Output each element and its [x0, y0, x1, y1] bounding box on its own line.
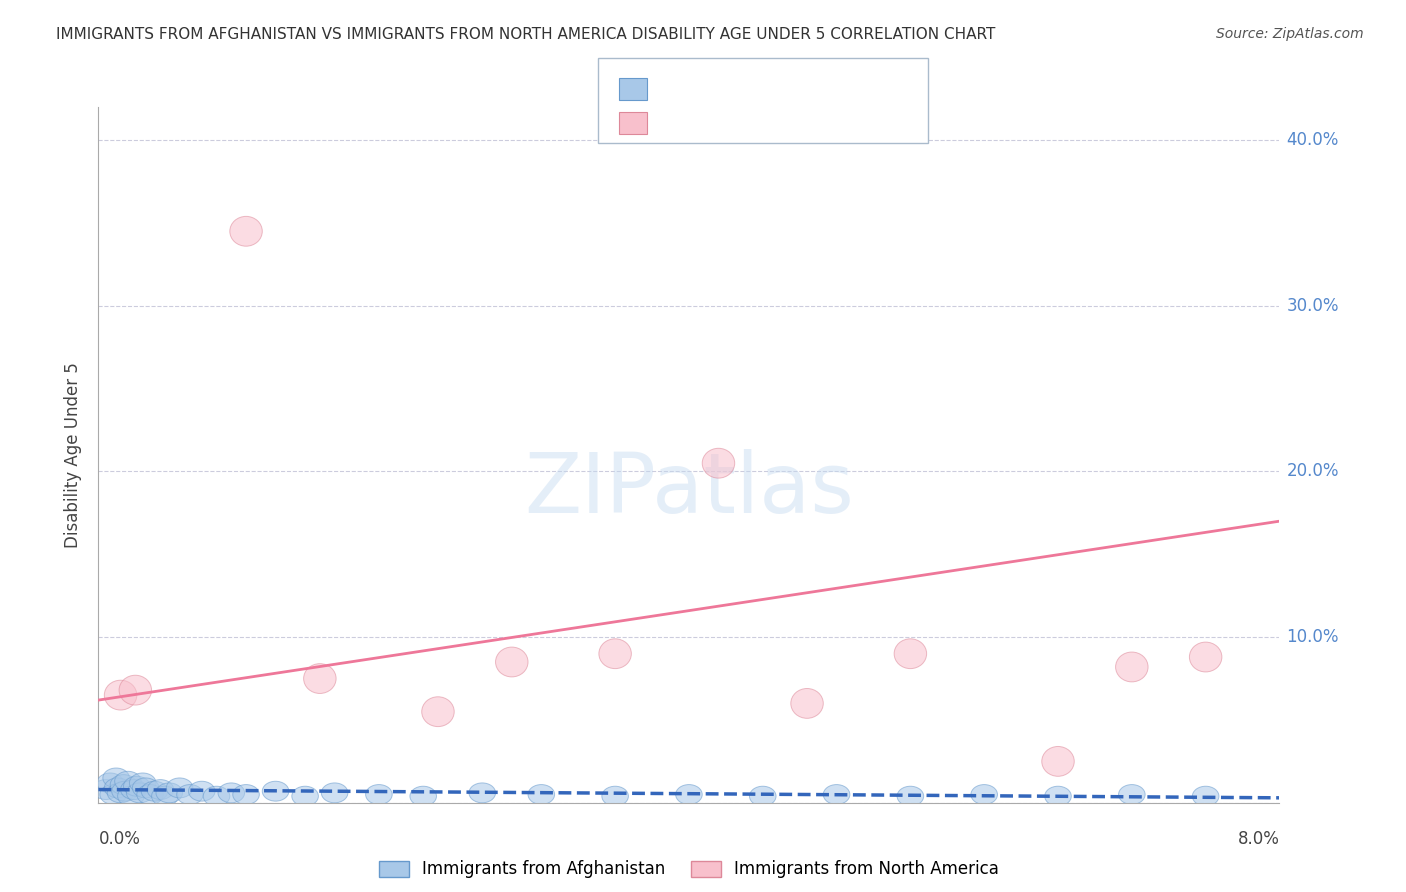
- Ellipse shape: [1189, 642, 1222, 672]
- Ellipse shape: [1115, 652, 1149, 681]
- Ellipse shape: [177, 785, 204, 805]
- Ellipse shape: [111, 781, 138, 801]
- Text: R = -0.187   N = 42: R = -0.187 N = 42: [658, 81, 815, 96]
- Ellipse shape: [118, 786, 145, 806]
- Legend: Immigrants from Afghanistan, Immigrants from North America: Immigrants from Afghanistan, Immigrants …: [373, 854, 1005, 885]
- Text: 0.0%: 0.0%: [98, 830, 141, 847]
- Ellipse shape: [124, 776, 150, 797]
- Ellipse shape: [204, 786, 229, 806]
- Ellipse shape: [104, 681, 136, 710]
- Ellipse shape: [233, 785, 259, 805]
- Ellipse shape: [129, 773, 156, 793]
- Ellipse shape: [104, 778, 131, 797]
- Ellipse shape: [1119, 785, 1144, 805]
- Ellipse shape: [120, 675, 152, 705]
- Text: Source: ZipAtlas.com: Source: ZipAtlas.com: [1216, 27, 1364, 41]
- Ellipse shape: [263, 781, 288, 801]
- Text: 10.0%: 10.0%: [1286, 628, 1339, 646]
- Text: R =  0.286   N = 13: R = 0.286 N = 13: [658, 115, 815, 130]
- Text: ZIPatlas: ZIPatlas: [524, 450, 853, 530]
- Text: 30.0%: 30.0%: [1286, 297, 1339, 315]
- Ellipse shape: [127, 783, 153, 803]
- Ellipse shape: [156, 783, 183, 803]
- Ellipse shape: [411, 786, 436, 806]
- Text: 20.0%: 20.0%: [1286, 462, 1339, 481]
- Ellipse shape: [322, 783, 347, 803]
- Text: IMMIGRANTS FROM AFGHANISTAN VS IMMIGRANTS FROM NORTH AMERICA DISABILITY AGE UNDE: IMMIGRANTS FROM AFGHANISTAN VS IMMIGRANT…: [56, 27, 995, 42]
- Ellipse shape: [107, 783, 134, 803]
- Ellipse shape: [136, 785, 163, 805]
- Ellipse shape: [366, 785, 392, 805]
- Ellipse shape: [121, 780, 148, 799]
- Ellipse shape: [1045, 786, 1071, 806]
- Ellipse shape: [100, 785, 127, 805]
- Text: 8.0%: 8.0%: [1237, 830, 1279, 847]
- Ellipse shape: [599, 639, 631, 669]
- Ellipse shape: [495, 647, 529, 677]
- Ellipse shape: [897, 786, 924, 806]
- Ellipse shape: [529, 785, 554, 805]
- Ellipse shape: [103, 768, 129, 788]
- Ellipse shape: [152, 786, 179, 806]
- Ellipse shape: [972, 785, 997, 805]
- Ellipse shape: [188, 781, 215, 801]
- Ellipse shape: [148, 780, 174, 799]
- Ellipse shape: [110, 774, 136, 795]
- Ellipse shape: [676, 785, 702, 805]
- Ellipse shape: [894, 639, 927, 669]
- Ellipse shape: [304, 664, 336, 693]
- Ellipse shape: [702, 449, 735, 478]
- Ellipse shape: [1192, 786, 1219, 806]
- Ellipse shape: [229, 217, 263, 246]
- Ellipse shape: [790, 689, 824, 718]
- Ellipse shape: [749, 786, 776, 806]
- Ellipse shape: [97, 773, 124, 793]
- Y-axis label: Disability Age Under 5: Disability Age Under 5: [65, 362, 83, 548]
- Ellipse shape: [422, 697, 454, 727]
- Ellipse shape: [602, 786, 628, 806]
- Ellipse shape: [141, 781, 167, 801]
- Ellipse shape: [292, 786, 318, 806]
- Text: 40.0%: 40.0%: [1286, 131, 1339, 149]
- Ellipse shape: [470, 783, 495, 803]
- Ellipse shape: [166, 778, 193, 797]
- Ellipse shape: [1042, 747, 1074, 776]
- Ellipse shape: [93, 780, 120, 799]
- Ellipse shape: [824, 785, 849, 805]
- Ellipse shape: [132, 778, 159, 797]
- Ellipse shape: [218, 783, 245, 803]
- Ellipse shape: [115, 772, 141, 791]
